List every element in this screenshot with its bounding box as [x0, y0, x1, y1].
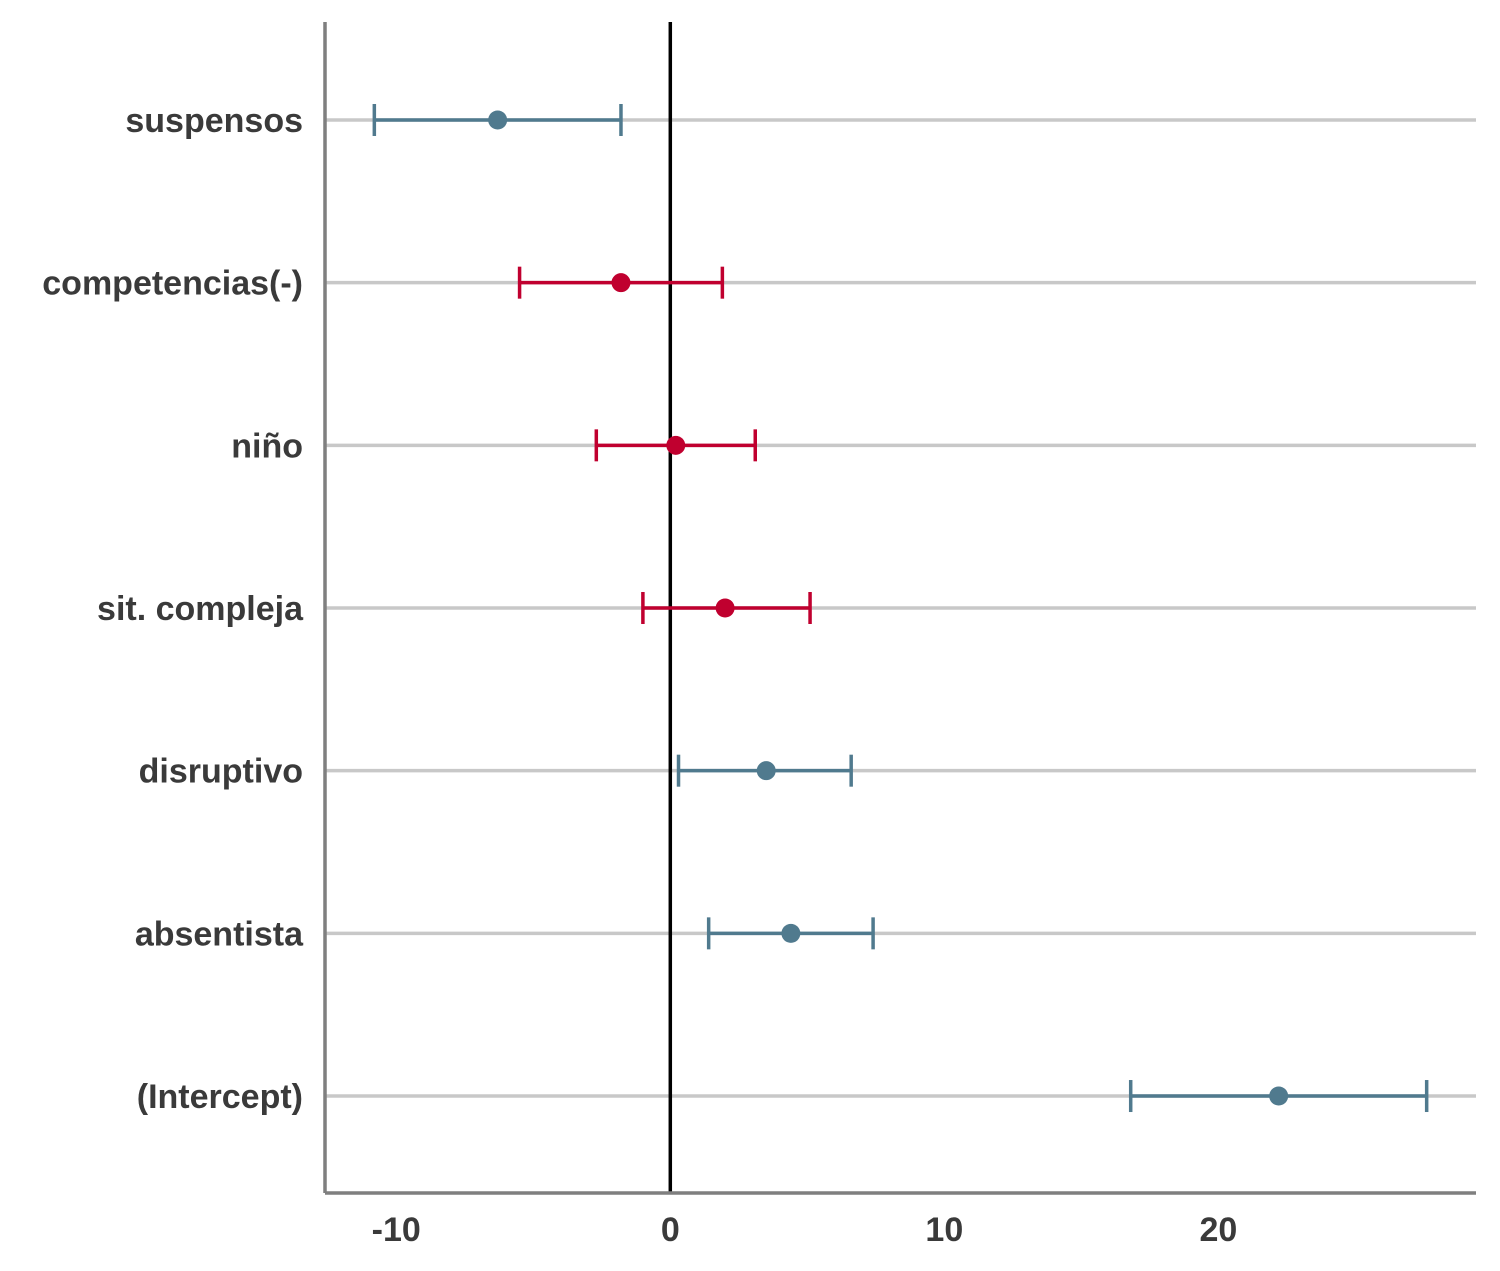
estimate-point: [1269, 1086, 1289, 1106]
grid-lines: [325, 118, 1476, 1098]
category-label: competencias(-): [42, 265, 303, 303]
estimate-point: [611, 273, 631, 293]
x-tick-label: 20: [1199, 1211, 1237, 1249]
x-tick-label: 10: [925, 1211, 963, 1249]
estimate-point: [781, 923, 801, 943]
x-tick-label: 0: [661, 1211, 680, 1249]
category-label: suspensos: [125, 102, 303, 140]
estimate-point: [666, 435, 686, 455]
estimate-point: [488, 110, 508, 130]
estimate-point: [756, 761, 776, 781]
axes: [323, 22, 1476, 1195]
estimate-point: [715, 598, 735, 618]
chart-marks: [372, 22, 1429, 1193]
category-label: sit. compleja: [97, 590, 304, 628]
x-tick-label: -10: [372, 1211, 421, 1249]
category-label: (Intercept): [137, 1078, 303, 1116]
category-label: niño: [231, 427, 303, 465]
category-label: absentista: [135, 915, 304, 953]
category-label: disruptivo: [139, 753, 303, 791]
axis-labels: suspensos competencias(-) niño sit. complej…: [42, 102, 1237, 1249]
